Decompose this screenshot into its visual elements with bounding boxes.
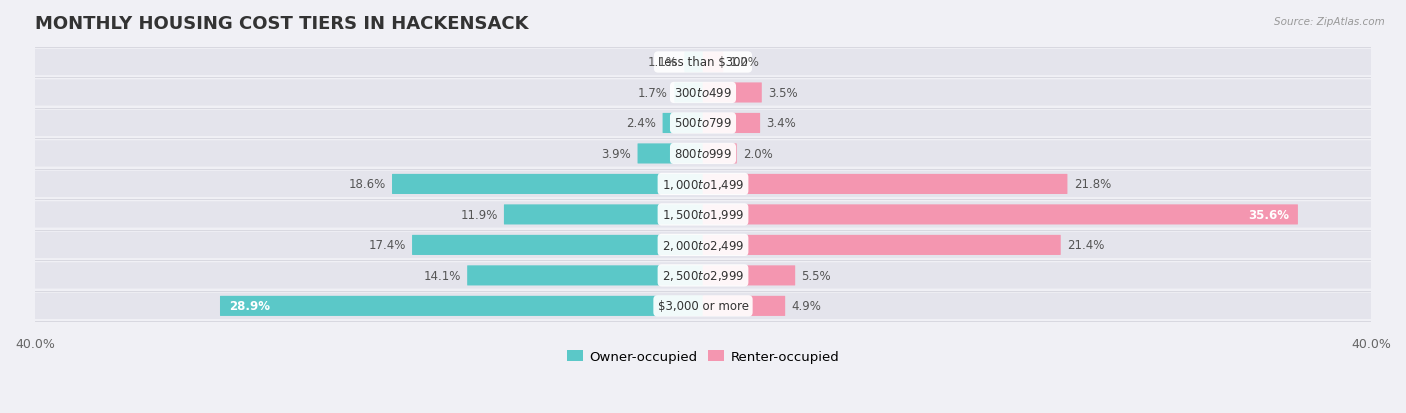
FancyBboxPatch shape <box>703 53 723 73</box>
Text: 3.5%: 3.5% <box>768 87 797 100</box>
Text: 21.8%: 21.8% <box>1074 178 1111 191</box>
FancyBboxPatch shape <box>703 174 1067 195</box>
FancyBboxPatch shape <box>662 114 703 134</box>
Text: 35.6%: 35.6% <box>1249 209 1289 221</box>
Text: 4.9%: 4.9% <box>792 300 821 313</box>
FancyBboxPatch shape <box>703 235 1060 255</box>
Text: $1,000 to $1,499: $1,000 to $1,499 <box>662 178 744 192</box>
Text: 2.4%: 2.4% <box>626 117 657 130</box>
Text: $800 to $999: $800 to $999 <box>673 147 733 161</box>
Text: 21.4%: 21.4% <box>1067 239 1105 252</box>
Text: 1.1%: 1.1% <box>648 56 678 69</box>
Text: 18.6%: 18.6% <box>349 178 385 191</box>
FancyBboxPatch shape <box>675 83 703 103</box>
Text: 28.9%: 28.9% <box>229 300 270 313</box>
FancyBboxPatch shape <box>35 111 1371 137</box>
FancyBboxPatch shape <box>392 174 703 195</box>
FancyBboxPatch shape <box>35 141 1371 167</box>
FancyBboxPatch shape <box>35 50 1371 76</box>
Text: 3.4%: 3.4% <box>766 117 796 130</box>
Text: 2.0%: 2.0% <box>744 147 773 161</box>
FancyBboxPatch shape <box>219 296 703 316</box>
FancyBboxPatch shape <box>35 232 1371 259</box>
FancyBboxPatch shape <box>703 83 762 103</box>
FancyBboxPatch shape <box>467 266 703 286</box>
FancyBboxPatch shape <box>35 263 1371 289</box>
Text: Less than $300: Less than $300 <box>658 56 748 69</box>
FancyBboxPatch shape <box>685 53 703 73</box>
Text: 11.9%: 11.9% <box>460 209 498 221</box>
Text: $300 to $499: $300 to $499 <box>673 87 733 100</box>
FancyBboxPatch shape <box>703 205 1298 225</box>
FancyBboxPatch shape <box>35 80 1371 106</box>
Text: MONTHLY HOUSING COST TIERS IN HACKENSACK: MONTHLY HOUSING COST TIERS IN HACKENSACK <box>35 15 529 33</box>
Legend: Owner-occupied, Renter-occupied: Owner-occupied, Renter-occupied <box>561 345 845 369</box>
Text: 5.5%: 5.5% <box>801 269 831 282</box>
Text: $500 to $799: $500 to $799 <box>673 117 733 130</box>
Text: $2,000 to $2,499: $2,000 to $2,499 <box>662 238 744 252</box>
FancyBboxPatch shape <box>703 296 785 316</box>
Text: 3.9%: 3.9% <box>602 147 631 161</box>
FancyBboxPatch shape <box>637 144 703 164</box>
FancyBboxPatch shape <box>35 293 1371 319</box>
FancyBboxPatch shape <box>703 144 737 164</box>
Text: 1.2%: 1.2% <box>730 56 759 69</box>
Text: 14.1%: 14.1% <box>423 269 461 282</box>
FancyBboxPatch shape <box>503 205 703 225</box>
Text: 1.7%: 1.7% <box>638 87 668 100</box>
Text: $3,000 or more: $3,000 or more <box>658 300 748 313</box>
Text: $1,500 to $1,999: $1,500 to $1,999 <box>662 208 744 222</box>
Text: 17.4%: 17.4% <box>368 239 406 252</box>
FancyBboxPatch shape <box>703 266 796 286</box>
FancyBboxPatch shape <box>35 171 1371 197</box>
FancyBboxPatch shape <box>703 114 761 134</box>
Text: Source: ZipAtlas.com: Source: ZipAtlas.com <box>1274 17 1385 26</box>
Text: $2,500 to $2,999: $2,500 to $2,999 <box>662 269 744 283</box>
FancyBboxPatch shape <box>412 235 703 255</box>
FancyBboxPatch shape <box>35 202 1371 228</box>
